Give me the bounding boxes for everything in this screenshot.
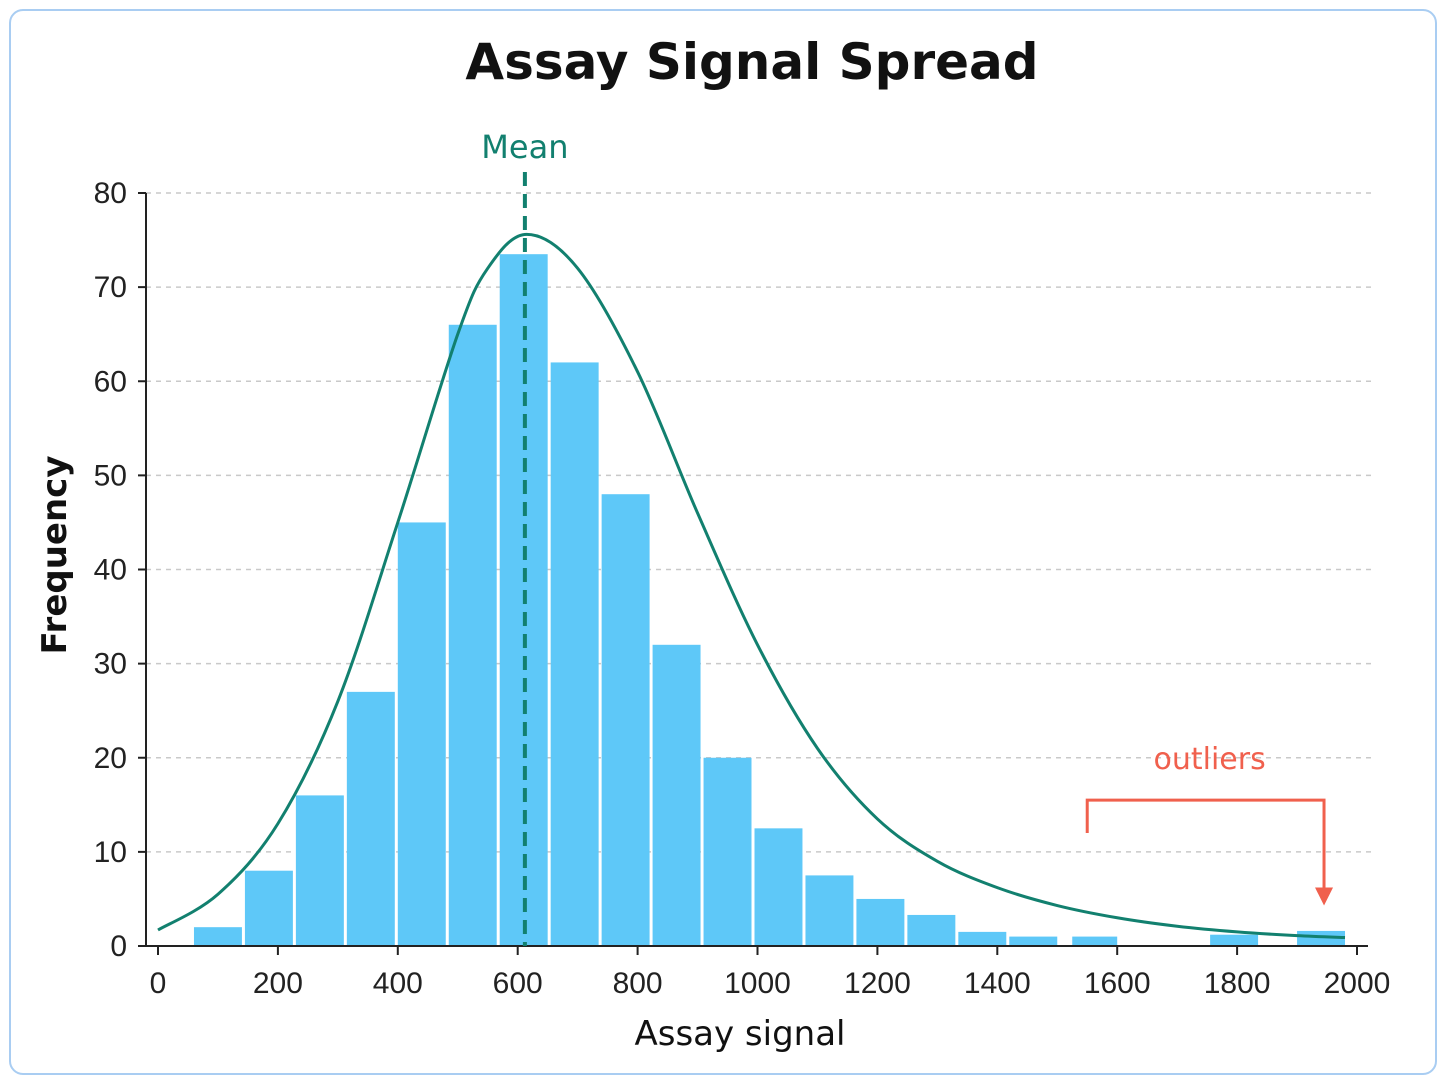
histogram-bar — [652, 644, 701, 946]
histogram-bar — [550, 362, 599, 946]
x-tick-label: 200 — [253, 967, 303, 1000]
y-tick-label: 80 — [94, 177, 127, 210]
outliers-arrowhead — [1315, 887, 1334, 906]
mean-label: Mean — [481, 128, 568, 166]
y-ticks: 0 10 20 30 40 50 60 70 80 — [94, 177, 146, 963]
y-tick-label: 30 — [94, 648, 127, 681]
histogram-bar — [1009, 936, 1058, 946]
histogram-bar — [193, 927, 242, 946]
x-axis-label: Assay signal — [634, 1014, 845, 1054]
x-tick-label: 1800 — [1204, 967, 1271, 1000]
fit-curve — [157, 232, 1346, 940]
histogram-bar — [907, 914, 956, 946]
histogram-bar — [856, 898, 905, 946]
outliers-label: outliers — [1154, 742, 1266, 777]
histogram-bar — [1210, 934, 1259, 946]
x-tick-label: 800 — [613, 967, 663, 1000]
x-tick-label: 400 — [373, 967, 423, 1000]
histogram-bar — [805, 875, 854, 946]
histogram-bar — [397, 522, 446, 946]
x-tick-label: 600 — [493, 967, 543, 1000]
y-tick-label: 0 — [110, 930, 127, 963]
x-tick-label: 1400 — [964, 967, 1031, 1000]
histogram-bar — [1072, 936, 1118, 946]
x-tick-label: 1000 — [724, 967, 791, 1000]
y-tick-label: 70 — [94, 271, 127, 304]
x-tick-label: 1200 — [844, 967, 911, 1000]
y-axis-label: Frequency — [35, 455, 75, 654]
histogram-bar — [244, 870, 293, 946]
histogram-bar — [958, 931, 1007, 946]
histogram-bar — [703, 757, 752, 946]
y-tick-label: 40 — [94, 554, 127, 587]
y-tick-label: 20 — [94, 742, 127, 775]
histogram-bar — [601, 494, 650, 946]
y-tick-label: 50 — [94, 459, 127, 492]
outliers-bracket — [1085, 798, 1326, 890]
x-tick-label: 0 — [150, 967, 167, 1000]
bars — [193, 254, 1346, 946]
histogram-bar — [295, 795, 344, 946]
histogram-bar — [346, 691, 395, 946]
histogram-bar — [754, 828, 803, 946]
y-tick-label: 10 — [94, 836, 127, 869]
histogram-bar — [448, 324, 497, 946]
x-tick-label: 2000 — [1324, 967, 1391, 1000]
chart-title: Assay Signal Spread — [465, 33, 1038, 91]
outliers-annotation: outliers — [1085, 742, 1334, 906]
y-tick-label: 60 — [94, 365, 127, 398]
x-tick-label: 1600 — [1084, 967, 1151, 1000]
x-ticks: 0 200 400 600 800 1000 1200 1400 1600 1800 2000 — [150, 946, 1391, 1000]
